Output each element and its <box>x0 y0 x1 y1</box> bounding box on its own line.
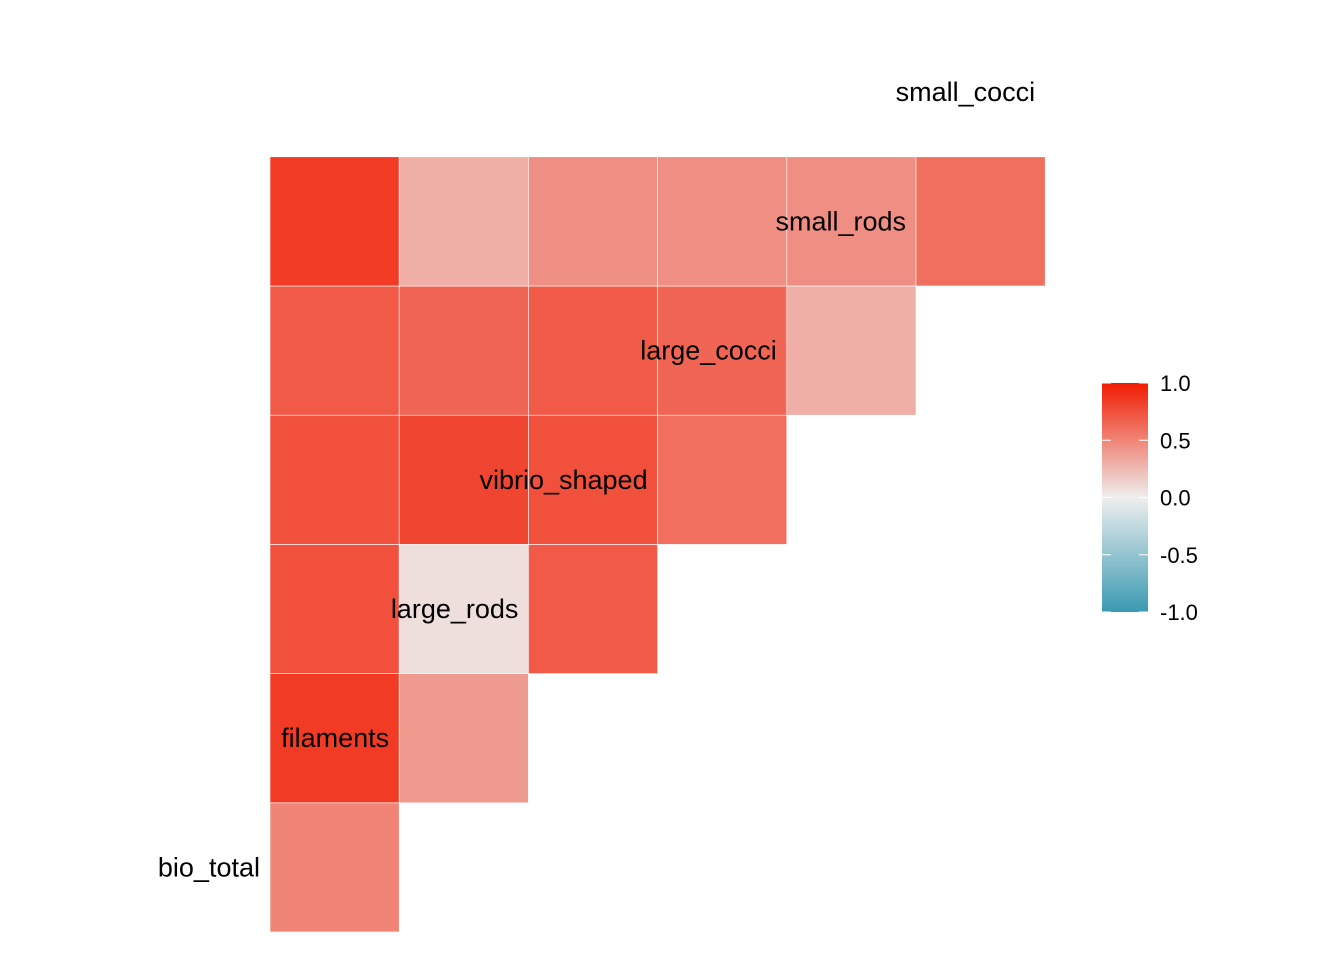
variable-label: small_rods <box>775 206 906 236</box>
legend-tick-label: 0.0 <box>1160 486 1191 511</box>
legend-tick-label: -1.0 <box>1160 600 1198 625</box>
heatmap-cells <box>269 156 1046 933</box>
heatmap-cell <box>269 414 400 545</box>
heatmap-cell <box>528 414 658 545</box>
heatmap-cell <box>269 544 400 674</box>
heatmap-cell <box>528 156 658 287</box>
heatmap-cell <box>269 285 400 416</box>
variable-label: bio_total <box>158 852 260 882</box>
heatmap-cell <box>657 285 788 416</box>
variable-labels: bio_total filaments large_rods vibrio_shape… <box>158 77 1035 882</box>
heatmap-cell <box>528 544 658 674</box>
heatmap-cell <box>528 285 658 416</box>
heatmap-cell <box>398 673 529 804</box>
heatmap-cell <box>398 544 529 674</box>
legend-tick-label: 0.5 <box>1160 428 1191 453</box>
heatmap-cell <box>786 285 917 416</box>
variable-label: large_cocci <box>640 336 777 366</box>
heatmap-cell <box>398 156 529 287</box>
heatmap-cell <box>269 156 400 287</box>
heatmap-cell <box>269 673 400 804</box>
variable-label: vibrio_shaped <box>479 465 647 495</box>
variable-label: large_rods <box>391 594 519 624</box>
legend-tick-label: -0.5 <box>1160 543 1198 568</box>
heatmap-cell <box>657 414 788 545</box>
heatmap-cell <box>269 802 400 933</box>
legend-tick-label: 1.0 <box>1160 371 1191 396</box>
heatmap-cell <box>657 156 788 287</box>
heatmap-cell <box>915 156 1046 287</box>
color-legend: 1.0 0.5 0.0 -0.5 -1.0 <box>1102 371 1198 625</box>
legend-ticks: 1.0 0.5 0.0 -0.5 -1.0 <box>1102 371 1198 625</box>
heatmap-cell <box>398 285 529 416</box>
variable-label: small_cocci <box>896 77 1036 107</box>
heatmap-cell <box>786 156 917 287</box>
variable-label: filaments <box>281 723 389 753</box>
